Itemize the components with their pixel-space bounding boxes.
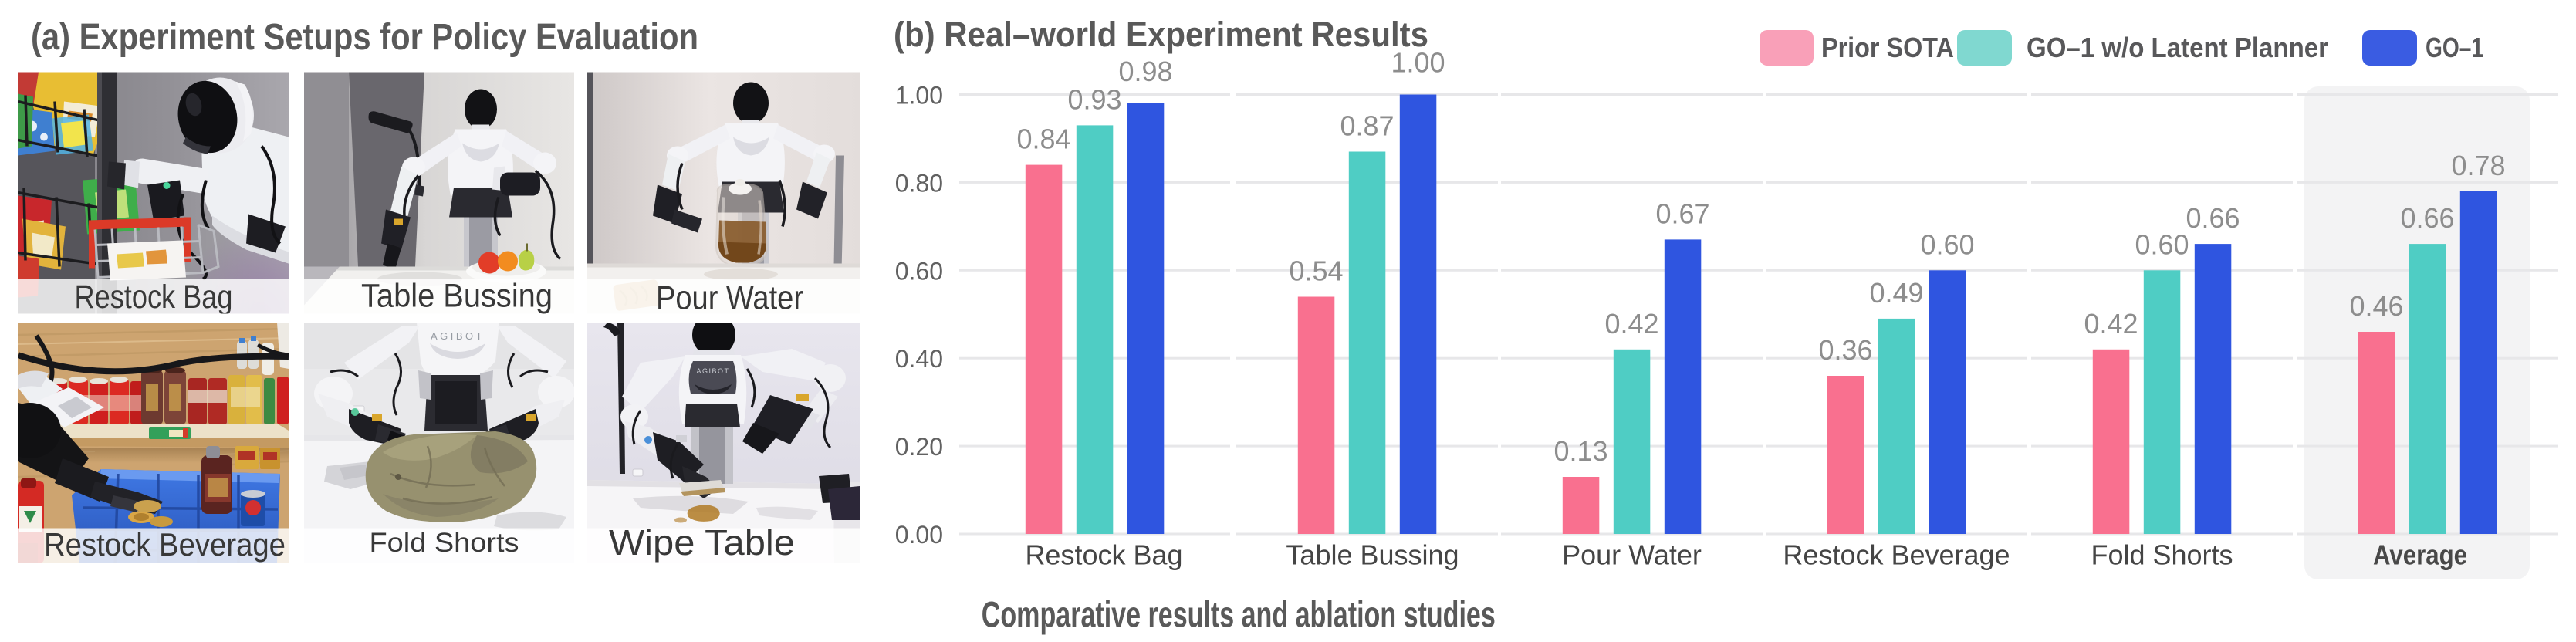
svg-text:1.00: 1.00 <box>1391 47 1445 79</box>
svg-text:Comparative results and ablati: Comparative results and ablation studies <box>982 593 1496 634</box>
svg-text:0.60: 0.60 <box>2135 228 2189 260</box>
svg-text:Prior SOTA: Prior SOTA <box>1821 32 1954 63</box>
svg-text:0.84: 0.84 <box>1016 123 1070 155</box>
svg-text:(b) Real–world Experiment Resu: (b) Real–world Experiment Results <box>894 15 1428 54</box>
svg-text:Fold Shorts: Fold Shorts <box>370 528 519 558</box>
svg-text:AGIBOT: AGIBOT <box>431 330 485 342</box>
svg-text:Fold Shorts: Fold Shorts <box>2091 539 2233 571</box>
svg-text:0.49: 0.49 <box>1869 277 1923 309</box>
svg-text:Average: Average <box>2373 539 2467 571</box>
svg-text:Restock Beverage: Restock Beverage <box>1783 539 2010 571</box>
svg-text:Wipe Table: Wipe Table <box>609 522 795 563</box>
svg-text:(a) Experiment Setups for Poli: (a) Experiment Setups for Policy Evaluat… <box>31 17 698 58</box>
svg-text:Restock Bag: Restock Bag <box>75 279 233 316</box>
svg-text:Pour Water: Pour Water <box>1562 539 1702 571</box>
svg-text:0.60: 0.60 <box>895 257 943 285</box>
svg-text:AGIBOT: AGIBOT <box>696 367 729 375</box>
svg-text:0.93: 0.93 <box>1067 83 1121 115</box>
svg-text:Restock Beverage: Restock Beverage <box>44 526 286 563</box>
svg-text:0.80: 0.80 <box>895 169 943 197</box>
svg-text:0.54: 0.54 <box>1289 255 1343 287</box>
svg-text:0.78: 0.78 <box>2451 150 2505 181</box>
svg-text:0.67: 0.67 <box>1655 198 1709 229</box>
svg-text:0.42: 0.42 <box>1604 308 1658 340</box>
svg-text:0.66: 0.66 <box>2186 202 2240 234</box>
svg-text:0.46: 0.46 <box>2349 290 2403 322</box>
svg-text:0.60: 0.60 <box>1920 228 1974 260</box>
svg-text:0.36: 0.36 <box>1818 334 1872 366</box>
svg-text:0.66: 0.66 <box>2400 202 2454 234</box>
svg-text:0.40: 0.40 <box>895 345 943 373</box>
svg-text:GO–1 w/o Latent Planner: GO–1 w/o Latent Planner <box>2027 32 2328 63</box>
svg-text:0.42: 0.42 <box>2084 308 2138 340</box>
svg-text:GO–1: GO–1 <box>2426 32 2483 63</box>
svg-text:Restock Bag: Restock Bag <box>1025 539 1182 571</box>
svg-text:0.20: 0.20 <box>895 433 943 461</box>
svg-text:0.13: 0.13 <box>1553 435 1607 467</box>
svg-text:Table Bussing: Table Bussing <box>361 278 553 315</box>
svg-text:Table Bussing: Table Bussing <box>1286 539 1459 571</box>
svg-text:0.87: 0.87 <box>1340 110 1394 142</box>
svg-text:0.98: 0.98 <box>1118 56 1172 87</box>
svg-text:0.00: 0.00 <box>895 521 943 549</box>
svg-text:1.00: 1.00 <box>895 82 943 110</box>
svg-text:Pour Water: Pour Water <box>656 279 803 317</box>
